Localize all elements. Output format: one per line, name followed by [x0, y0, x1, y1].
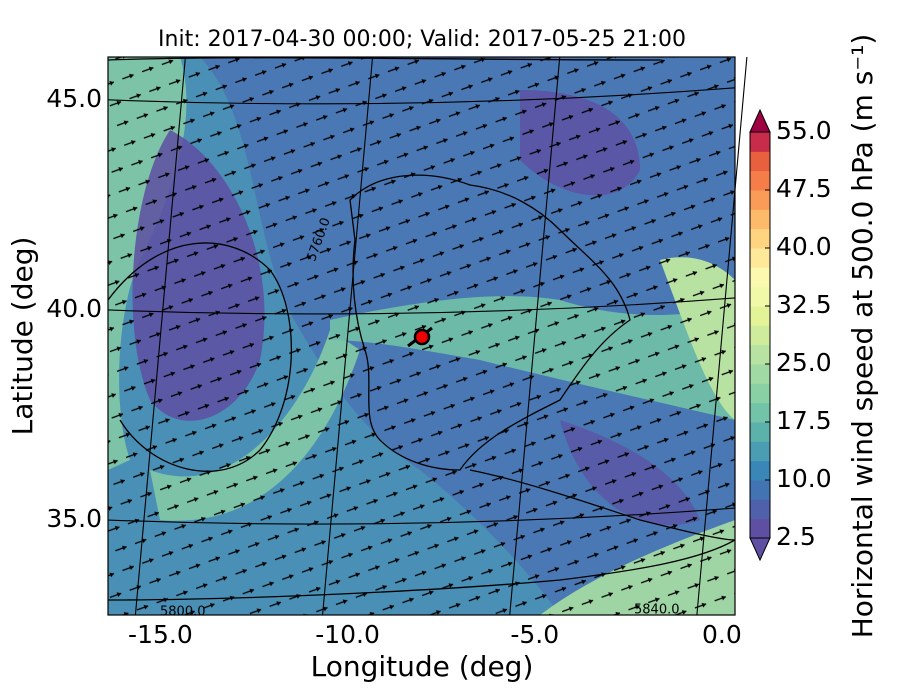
colorbar-band [750, 325, 770, 346]
chart-title: Init: 2017-04-30 00:00; Valid: 2017-05-2… [158, 27, 686, 52]
colorbar-band [750, 248, 770, 268]
colorbar-label: Horizontal wind speed at 500.0 hPa (m s⁻… [846, 34, 879, 639]
colorbar-band [750, 132, 770, 152]
x-axis-label: Longitude (deg) [311, 650, 534, 683]
colorbar-band [750, 499, 770, 520]
y-tick-label: 45.0 [46, 84, 102, 113]
colorbar-band [750, 267, 770, 288]
contour-label: 5840.0 [634, 603, 680, 618]
contour-label: 5800.0 [160, 605, 206, 620]
parallel [107, 87, 736, 105]
parallel [107, 297, 736, 315]
colorbar-band [750, 228, 770, 249]
colorbar-tick-label: 40.0 [776, 232, 832, 261]
x-tick-label: -5.0 [510, 620, 559, 649]
colorbar-band [750, 306, 770, 326]
colorbar-tick-label: 2.5 [776, 522, 816, 551]
colorbar-band [750, 286, 770, 307]
x-tick-label: -15.0 [128, 620, 193, 649]
colorbar-tick-label: 55.0 [776, 116, 832, 145]
meridian [134, 56, 186, 616]
colorbar-extend-high [749, 108, 771, 133]
colorbar-tick-label: 17.5 [776, 406, 832, 435]
colorbar-band [750, 364, 770, 384]
colorbar-band [750, 518, 770, 539]
colorbar-band [750, 480, 770, 500]
colorbar-band [750, 383, 770, 404]
plot-frame [107, 56, 736, 616]
meridian [696, 56, 748, 616]
colorbar-band [750, 344, 770, 365]
colorbar-band [750, 190, 770, 210]
colorbar-tick-label: 47.5 [776, 174, 832, 203]
colorbar-tick-label: 32.5 [776, 290, 832, 319]
colorbar-tick-label: 10.0 [776, 464, 832, 493]
colorbar-band [750, 460, 770, 481]
colorbar-band [750, 170, 770, 191]
y-axis-label: Latitude (deg) [6, 237, 39, 436]
colorbar-band [750, 402, 770, 423]
parallel [107, 507, 736, 525]
colorbar-tick-label: 25.0 [776, 348, 832, 377]
colorbar-band [750, 209, 770, 230]
y-tick-label: 40.0 [46, 294, 102, 323]
colorbar-extend-low [749, 537, 771, 562]
colorbar-band [750, 422, 770, 442]
meridian [509, 56, 561, 616]
map-field [108, 57, 735, 615]
x-tick-label: -10.0 [315, 620, 380, 649]
x-tick-label: 0.0 [702, 620, 742, 649]
colorbar-band [750, 151, 770, 172]
colorbar-frame [749, 131, 771, 539]
colorbar-band [750, 441, 770, 462]
meridian [322, 56, 374, 616]
y-tick-label: 35.0 [46, 504, 102, 533]
